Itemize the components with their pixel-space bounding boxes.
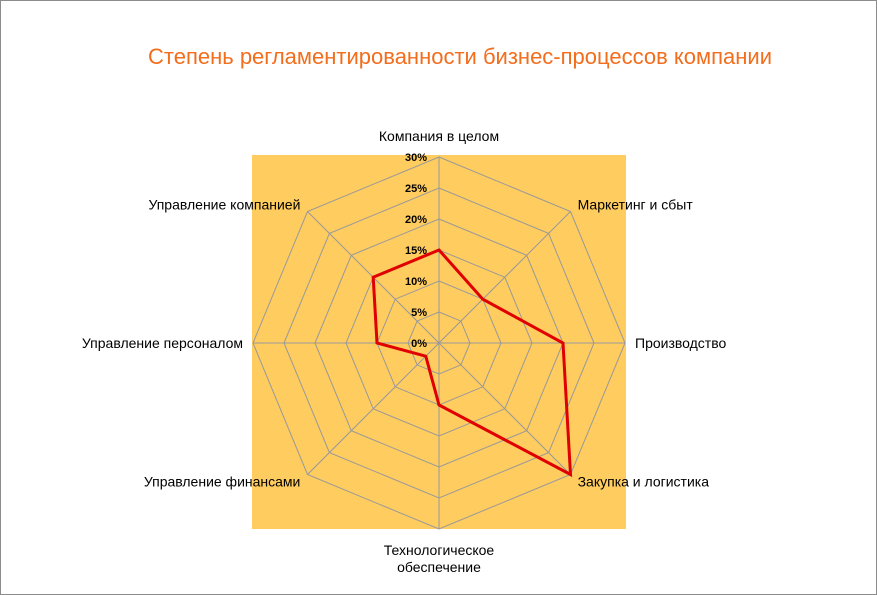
category-label: Маркетинг и сбыт xyxy=(578,196,694,212)
chart-title: Степень регламентированности бизнес-проц… xyxy=(148,44,772,69)
tick-label: 0% xyxy=(411,338,427,350)
grid-spoke xyxy=(438,211,571,344)
tick-label: 10% xyxy=(405,276,427,288)
category-label: Закупка и логистика xyxy=(578,474,710,490)
tick-label: 20% xyxy=(405,214,427,226)
category-label: Компания в целом xyxy=(379,128,499,144)
tick-label: 30% xyxy=(405,152,427,164)
category-labels: Компания в целом Маркетинг и сбыт Производ… xyxy=(82,128,727,575)
radar-grid xyxy=(252,156,626,530)
tick-label: 5% xyxy=(411,307,427,319)
tick-label: 15% xyxy=(405,245,427,257)
radial-tick-labels: 0% 5% 10% 15% 20% 25% 30% xyxy=(405,152,427,350)
category-label: Управление персоналом xyxy=(82,335,243,351)
category-label: Производство xyxy=(635,335,726,351)
tick-label: 25% xyxy=(405,183,427,195)
category-label: Технологическое обеспечение xyxy=(384,542,495,575)
category-label: Управление финансами xyxy=(144,474,301,490)
category-label: Управление компанией xyxy=(148,196,300,212)
grid-spoke xyxy=(307,342,440,475)
series-line xyxy=(371,248,573,478)
radar-series xyxy=(371,248,573,478)
grid-spoke xyxy=(438,342,571,475)
